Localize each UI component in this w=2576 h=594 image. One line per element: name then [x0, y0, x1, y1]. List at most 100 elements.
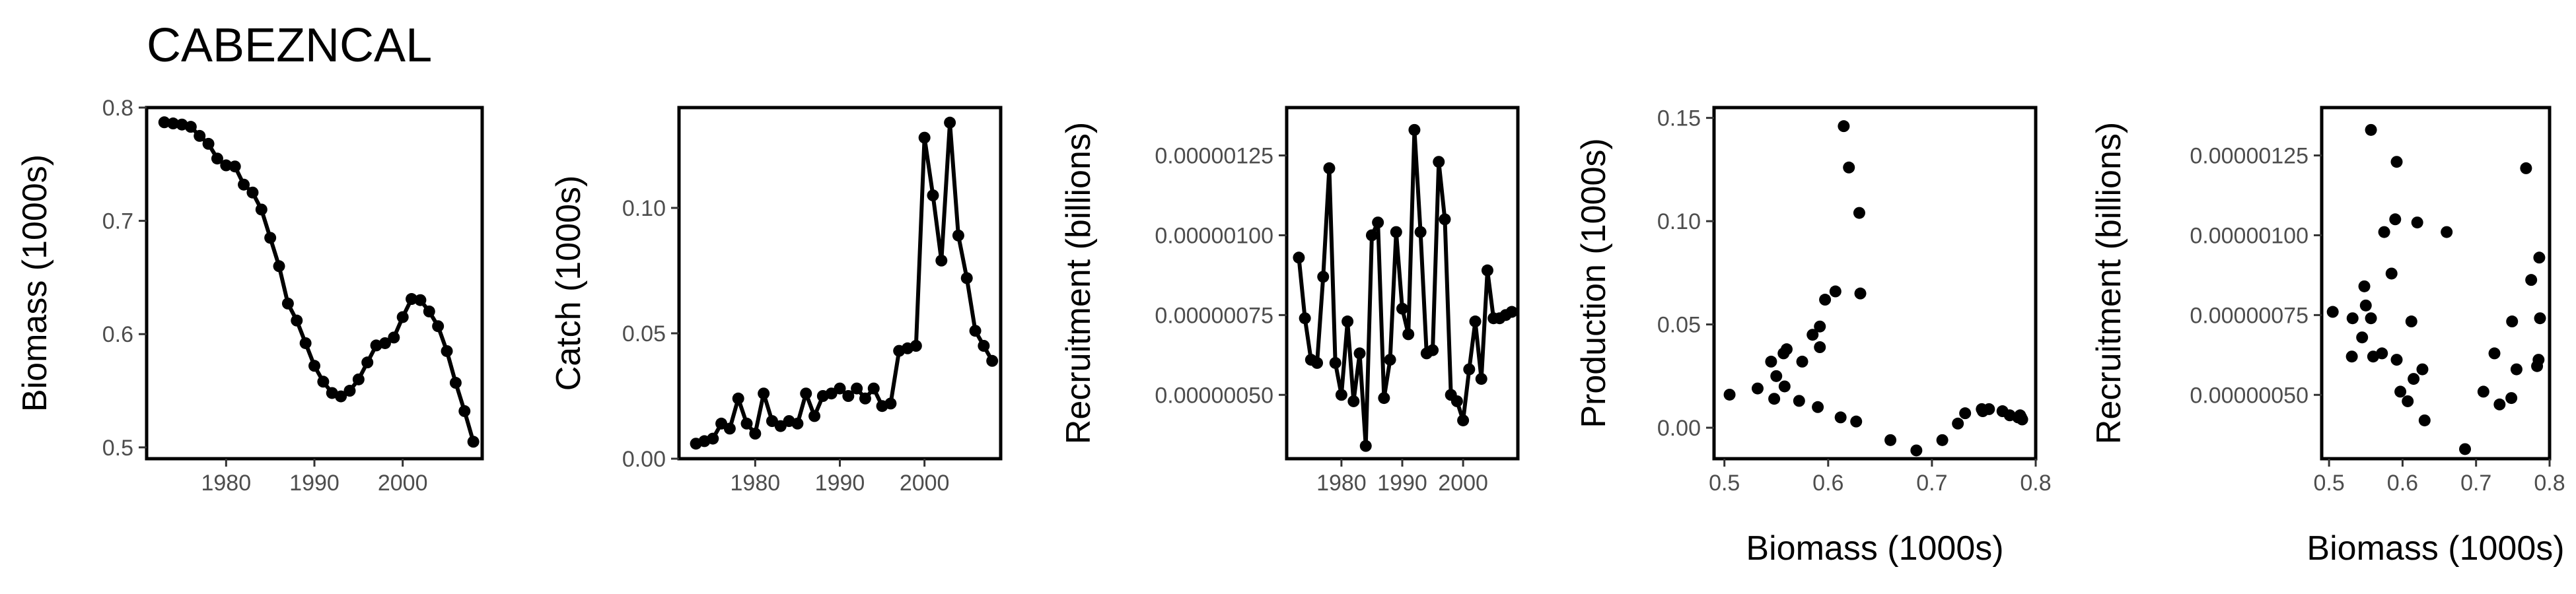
data-point [723, 422, 736, 435]
data-point [1505, 306, 1518, 318]
data-point [2378, 226, 2390, 238]
data-point [2359, 299, 2372, 312]
x-tick-label: 2000 [900, 471, 950, 496]
data-point [1770, 370, 1783, 382]
data-point [2505, 392, 2518, 405]
x-tick-label: 1990 [289, 471, 340, 496]
x-tick-label: 0.6 [2387, 471, 2418, 496]
data-point [1396, 302, 1408, 315]
data-point [1475, 373, 1487, 385]
data-point [2534, 312, 2546, 325]
data-point [2394, 385, 2407, 398]
data-point [2520, 162, 2532, 174]
data-point [2533, 251, 2546, 264]
data-point [834, 382, 846, 395]
data-point [1843, 161, 1855, 174]
data-point [467, 436, 480, 448]
x-tick-label: 1980 [731, 471, 781, 496]
data-point [1838, 120, 1850, 133]
data-point [2389, 213, 2402, 226]
y-axis-title: Recruitment (billions) [2090, 122, 2128, 444]
data-point [1372, 216, 1384, 229]
x-tick-label: 0.8 [2534, 471, 2565, 496]
y-tick-label: 0.5 [102, 436, 133, 461]
catch-panel: 0.00 0.05 0.10 1980 1990 2000 Catch (1000s) [550, 106, 1003, 496]
data-point [1427, 344, 1439, 356]
x-tick-label: 1990 [815, 471, 865, 496]
y-tick-label: 0.05 [1657, 313, 1701, 338]
data-point [1390, 226, 1402, 238]
plot-frame [145, 106, 484, 461]
data-point [1365, 229, 1378, 242]
data-point [1723, 388, 1736, 401]
data-point [1819, 294, 1832, 306]
data-point [2416, 363, 2429, 376]
plot-frame [2320, 106, 2552, 461]
data-point [361, 356, 374, 369]
data-point [2532, 354, 2545, 366]
data-point [1854, 287, 1867, 300]
data-point [1793, 395, 1805, 407]
data-point [842, 390, 855, 402]
data-point [1450, 395, 1463, 407]
data-point [1457, 414, 1470, 426]
data-point [1796, 355, 1808, 368]
x-tick-label: 1980 [1316, 471, 1367, 496]
data-point [1853, 207, 1865, 219]
data-point [732, 392, 744, 405]
x-tick-label: 0.5 [1709, 471, 1740, 496]
data-point [1765, 355, 1777, 368]
data-point [1317, 271, 1330, 283]
data-point [317, 376, 330, 388]
y-tick-label: 0.7 [102, 209, 133, 234]
data-point [2016, 413, 2028, 426]
data-point [343, 385, 356, 397]
recruitment-panel: 0.00000050 0.00000075 0.00000100 0.00000125… [1059, 106, 1520, 496]
data-point [1463, 363, 1476, 376]
y-tick-label: 0.00 [1657, 416, 1701, 441]
series-line [164, 120, 476, 443]
data-point [281, 297, 294, 310]
data-point [2356, 331, 2369, 344]
y-axis-title: Recruitment (billions) [1059, 122, 1098, 444]
data-point [2441, 226, 2453, 238]
data-point [2405, 315, 2417, 328]
data-point [1768, 393, 1781, 405]
data-point [1469, 315, 1482, 328]
x-tick-label: 1980 [201, 471, 251, 496]
data-point [1359, 440, 1372, 452]
y-tick-label: 0.00000125 [2190, 144, 2308, 169]
data-point [414, 294, 427, 306]
stock-recruitment-panel: 0.00000050 0.00000075 0.00000100 0.00000125… [2090, 106, 2565, 568]
data-point [308, 360, 320, 372]
data-point [1983, 403, 1995, 415]
y-tick-label: 0.10 [622, 196, 666, 221]
data-point [2418, 414, 2431, 426]
data-point [1299, 312, 1311, 325]
x-tick-label: 0.7 [2460, 471, 2491, 496]
data-point [1959, 407, 1972, 420]
data-point [1814, 341, 1826, 354]
data-point [1780, 343, 1793, 356]
data-point [1353, 347, 1366, 360]
data-point [1812, 401, 1824, 413]
data-point [1884, 434, 1897, 446]
data-point [1414, 226, 1427, 238]
data-point [441, 345, 453, 357]
data-point [2385, 267, 2398, 280]
x-axis-title: Biomass (1000s) [2307, 529, 2564, 568]
data-point [1347, 395, 1360, 407]
data-point [396, 311, 409, 323]
data-point [211, 152, 223, 165]
data-point [1834, 411, 1847, 424]
y-tick-label: 0.00000100 [1155, 223, 1273, 248]
data-point [884, 397, 897, 410]
data-point [246, 186, 259, 199]
x-tick-label: 1990 [1377, 471, 1427, 496]
data-point [2411, 216, 2423, 229]
data-point [423, 305, 435, 317]
biomass-panel: 0.5 0.6 0.7 0.8 1980 1990 2000 Biomass (1000s) [16, 96, 484, 496]
data-point [432, 320, 445, 333]
data-point [2493, 398, 2506, 411]
data-point [749, 428, 762, 440]
